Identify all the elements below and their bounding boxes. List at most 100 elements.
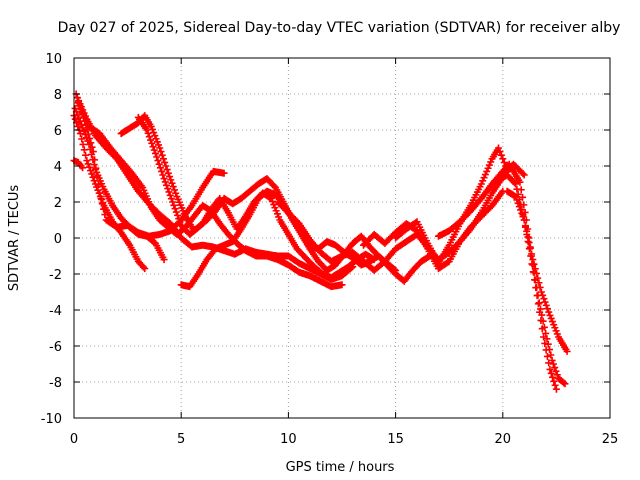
interpolated-marker <box>537 305 545 313</box>
data-point <box>169 198 177 206</box>
interpolated-marker <box>553 371 561 379</box>
data-point <box>512 193 520 201</box>
interpolated-marker <box>91 156 99 164</box>
interpolated-marker <box>497 151 505 159</box>
interpolated-marker <box>162 162 170 170</box>
interpolated-marker <box>74 122 82 130</box>
interpolated-marker <box>74 111 82 119</box>
interpolated-marker <box>156 164 164 172</box>
interpolated-marker <box>542 346 550 354</box>
interpolated-marker <box>166 191 174 199</box>
interpolated-marker <box>159 171 167 179</box>
interpolated-marker <box>148 139 156 147</box>
interpolated-marker <box>541 339 549 347</box>
interpolated-marker <box>525 234 533 242</box>
interpolated-marker <box>549 360 557 368</box>
interpolated-marker <box>93 172 101 180</box>
interpolated-marker <box>161 178 169 186</box>
x-tick-label: 10 <box>280 432 297 447</box>
interpolated-marker <box>544 305 552 313</box>
data-point <box>71 104 79 112</box>
interpolated-marker <box>145 133 153 141</box>
y-tick-label: -10 <box>41 412 62 427</box>
data-point <box>535 299 543 307</box>
interpolated-marker <box>545 359 553 367</box>
interpolated-marker <box>551 364 559 372</box>
interpolated-marker <box>90 177 98 185</box>
interpolated-marker <box>528 260 536 268</box>
interpolated-marker <box>536 308 544 316</box>
interpolated-marker <box>519 193 527 201</box>
interpolated-marker <box>150 146 158 154</box>
interpolated-marker <box>485 161 493 169</box>
data-point <box>143 126 151 134</box>
data-point <box>220 169 228 177</box>
data-point <box>164 169 172 177</box>
interpolated-marker <box>158 151 166 159</box>
interpolated-marker <box>86 134 94 142</box>
interpolated-marker <box>479 177 487 185</box>
interpolated-marker <box>523 230 531 238</box>
interpolated-marker <box>496 148 504 156</box>
interpolated-marker <box>139 263 147 271</box>
data-point <box>512 180 520 188</box>
interpolated-marker <box>158 167 166 175</box>
data-point <box>537 288 545 296</box>
data-point <box>516 178 524 186</box>
interpolated-marker <box>550 377 558 385</box>
interpolated-marker <box>161 158 169 166</box>
interpolated-marker <box>159 155 167 163</box>
data-point <box>561 380 569 388</box>
interpolated-marker <box>172 189 180 197</box>
interpolated-marker <box>78 135 86 143</box>
interpolated-marker <box>100 205 108 213</box>
interpolated-marker <box>542 301 550 309</box>
interpolated-marker <box>547 351 555 359</box>
interpolated-marker <box>543 352 551 360</box>
interpolated-marker <box>168 179 176 187</box>
interpolated-marker <box>524 238 532 246</box>
interpolated-marker <box>525 245 533 253</box>
interpolated-marker <box>521 208 529 216</box>
chart-title: Day 027 of 2025, Sidereal Day-to-day VTE… <box>58 20 621 36</box>
data-point <box>533 292 541 300</box>
interpolated-marker <box>534 300 542 308</box>
data-point <box>160 256 168 264</box>
data-point <box>552 385 560 393</box>
interpolated-marker <box>153 153 161 161</box>
data-point <box>83 157 91 165</box>
interpolated-marker <box>88 170 96 178</box>
interpolated-marker <box>71 115 79 123</box>
interpolated-marker <box>94 181 102 189</box>
y-tick-label: 6 <box>54 124 62 139</box>
interpolated-marker <box>75 114 83 122</box>
data-point <box>529 261 537 269</box>
interpolated-marker <box>545 308 553 316</box>
interpolated-marker <box>537 316 545 324</box>
data-point <box>141 265 149 273</box>
interpolated-marker <box>552 367 560 375</box>
data-markers <box>70 90 571 393</box>
interpolated-marker <box>162 181 170 189</box>
interpolated-marker <box>549 373 557 381</box>
interpolated-marker <box>519 170 527 178</box>
y-tick-label: 2 <box>54 196 62 211</box>
interpolated-marker <box>157 148 165 156</box>
interpolated-marker <box>175 215 183 223</box>
interpolated-marker <box>167 195 175 203</box>
data-point <box>79 164 87 172</box>
interpolated-marker <box>484 164 492 172</box>
data-point <box>76 130 84 138</box>
interpolated-marker <box>174 211 182 219</box>
interpolated-marker <box>519 213 527 221</box>
series-track-c <box>70 157 87 172</box>
series-track-p <box>503 187 560 393</box>
interpolated-marker <box>500 158 508 166</box>
interpolated-marker <box>89 173 97 181</box>
interpolated-marker <box>98 200 106 208</box>
interpolated-marker <box>535 279 543 287</box>
interpolated-marker <box>166 173 174 181</box>
y-tick-label: 4 <box>54 160 62 175</box>
data-point <box>540 333 548 341</box>
